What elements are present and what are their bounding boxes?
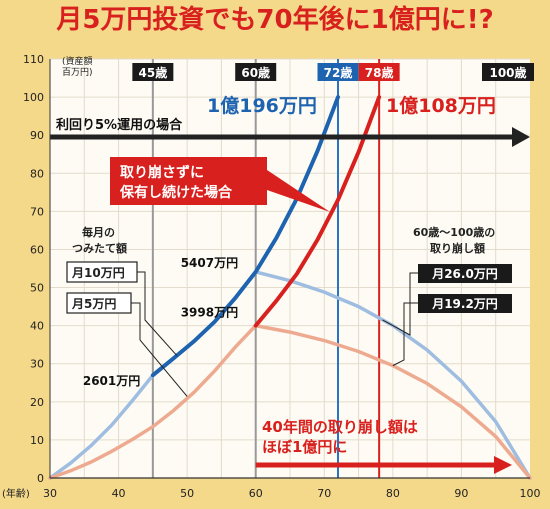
x-tick-label: 40 [112,487,126,500]
x-tick-label: 100 [520,487,541,500]
withdraw19-connector [392,302,418,367]
y-tick-label: 50 [30,282,44,295]
y-tick-label: 20 [30,396,44,409]
age-badge-label-72: 72歳 [324,65,353,80]
withdraw26-box [418,264,512,283]
return-label: 利回り5%運用の場合 [56,117,183,133]
x-axis-label: (年齢) [2,487,30,500]
age-badge-72 [317,63,359,81]
age-badge-78 [358,63,400,81]
y-tick-label: 60 [30,243,44,256]
value-label: 3998万円 [181,306,238,320]
x-tick-label: 50 [180,487,194,500]
invest10-box-label: 月10万円 [71,266,125,280]
age-badge-60 [235,63,277,81]
withdraw-heading-line1: 60歳〜100歳の [413,225,495,239]
y-tick-label: 80 [30,167,44,180]
hold-callout-line2: 保有し続けた場合 [119,184,233,201]
y-axis-label-line2: 百万円) [62,67,93,78]
series-invest10-hold [150,95,340,378]
age-badge-label-60: 60歳 [241,65,270,80]
age-badge-45 [132,63,174,81]
withdraw19-box-label: 月19.2万円 [431,297,498,311]
invest10-connector [137,271,178,356]
y-tick-label: 0 [37,472,44,485]
y-tick-label: 100 [23,91,44,104]
page-title: 月5万円投資でも70年後に1億円に!? [56,5,494,35]
x-tick-label: 60 [249,487,263,500]
withdraw-heading-line2: 取り崩し額 [430,241,485,255]
value-label: 5407万円 [181,256,238,270]
withdraw19-box [418,294,512,313]
y-tick-label: 30 [30,358,44,371]
age-badge-100 [482,63,534,81]
red-total-label: 1億108万円 [386,94,496,117]
monthly-heading-line1: 毎月の [82,225,115,239]
monthly-heading-line2: つみたて額 [72,241,127,255]
blue-total-label: 1億196万円 [207,94,317,117]
age-badge-label-45: 45歳 [139,65,168,80]
y-tick-label: 40 [30,320,44,333]
invest5-connector [131,302,188,397]
series-invest5-hold [253,95,382,328]
withdraw26-box-label: 月26.0万円 [431,267,498,281]
bottom-callout-line2: ほぼ1億円に [262,438,347,456]
value-label: 2601万円 [83,374,140,388]
age-badge-label-100: 100歳 [489,65,526,80]
x-tick-label: 30 [43,487,57,500]
y-axis-label-line1: (資産額 [62,55,93,67]
series-invest5-early [48,323,258,480]
hold-callout-box [110,157,330,212]
hold-callout-line1: 取り崩さずに [120,164,204,181]
y-tick-label: 10 [30,434,44,447]
invest5-box-label: 月5万円 [71,297,116,311]
withdraw26-connector [382,272,418,336]
x-tick-label: 90 [454,487,468,500]
bottom-arrow-head [494,456,512,474]
return-arrow-head [512,127,530,147]
y-tick-label: 90 [30,129,44,142]
x-tick-label: 80 [386,487,400,500]
age-badge-label-78: 78歳 [365,65,394,80]
x-tick-label: 70 [317,487,331,500]
y-tick-label: 110 [23,53,44,66]
y-tick-label: 70 [30,205,44,218]
bottom-callout-line1: 40年間の取り崩し額は [262,418,418,436]
series-invest10-early [48,373,155,480]
